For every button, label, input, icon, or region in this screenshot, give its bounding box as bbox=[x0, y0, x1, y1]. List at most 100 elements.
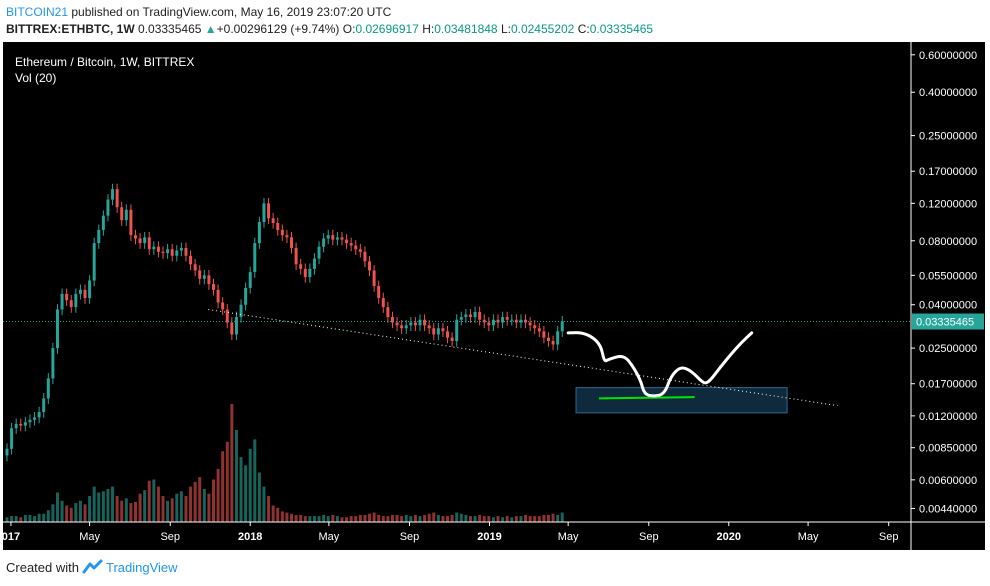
volume-bar bbox=[303, 516, 307, 522]
candle-body bbox=[432, 328, 436, 335]
candle-body bbox=[487, 322, 491, 326]
created-with-text: Created with bbox=[6, 560, 79, 575]
volume-bar bbox=[115, 496, 119, 522]
quote-line: BITTREX:ETHBTC, 1W 0.03335465 ▲+0.002961… bbox=[6, 22, 653, 36]
volume-bar bbox=[166, 500, 170, 522]
volume-bar bbox=[505, 516, 509, 522]
candle-body bbox=[207, 275, 211, 285]
candle-body bbox=[308, 268, 312, 278]
price-tick-label: 0.12000000 bbox=[919, 198, 977, 210]
low-label: L: bbox=[500, 22, 511, 36]
volume-bar bbox=[322, 514, 326, 522]
volume-bar bbox=[69, 507, 73, 522]
change-value: +0.00296129 (+9.74%) bbox=[216, 22, 340, 36]
volume-bar bbox=[294, 514, 298, 522]
candle-body bbox=[28, 419, 32, 423]
candle-body bbox=[331, 235, 335, 240]
annotations-back bbox=[575, 387, 788, 414]
volume-bar bbox=[491, 517, 495, 522]
time-tick-label: 2019 bbox=[477, 531, 501, 543]
volume-bar bbox=[55, 492, 59, 522]
candle-body bbox=[335, 237, 339, 240]
candle-body bbox=[345, 239, 349, 244]
candle-body bbox=[19, 423, 23, 426]
volume-bar bbox=[97, 492, 101, 522]
volume-bar bbox=[468, 516, 472, 522]
volume-bar bbox=[92, 486, 96, 522]
candles bbox=[5, 183, 564, 462]
volume-bar bbox=[152, 479, 156, 522]
candle-body bbox=[505, 317, 509, 320]
price-tick-label: 0.40000000 bbox=[919, 87, 977, 99]
candle-body bbox=[501, 317, 505, 323]
legend-volume: Vol (20) bbox=[15, 71, 56, 85]
candle-body bbox=[262, 203, 266, 223]
candle-body bbox=[78, 289, 82, 294]
time-tick-label: Sep bbox=[400, 531, 420, 543]
candle-body bbox=[473, 311, 477, 318]
low-value: 0.02455202 bbox=[510, 22, 575, 36]
candle-body bbox=[111, 189, 115, 200]
candle-body bbox=[423, 319, 427, 326]
chart-header: BITCOIN21 published on TradingView.com, … bbox=[0, 0, 990, 42]
volume-bar bbox=[363, 514, 367, 522]
tradingview-brand[interactable]: TradingView bbox=[106, 560, 178, 575]
volume-bar bbox=[33, 516, 37, 522]
candle-body bbox=[400, 325, 404, 329]
price-tick-label: 0.17000000 bbox=[919, 166, 977, 178]
candle-body bbox=[147, 237, 151, 250]
candle-body bbox=[491, 319, 495, 326]
volume-bar bbox=[345, 517, 349, 522]
candle-body bbox=[299, 264, 303, 269]
volume-bar bbox=[400, 516, 404, 522]
chart-area[interactable]: 0.60000000 0.40000000 0.25000000 0.17000000… bbox=[2, 42, 985, 550]
candle-body bbox=[510, 319, 514, 321]
candle-body bbox=[317, 246, 321, 259]
volume-bar bbox=[83, 504, 87, 522]
publisher-link[interactable]: BITCOIN21 bbox=[6, 5, 69, 19]
volume-bar bbox=[551, 513, 555, 522]
volume-bar bbox=[510, 517, 514, 522]
volume-bar bbox=[170, 498, 174, 522]
candle-body bbox=[184, 247, 188, 256]
volume-bar bbox=[230, 404, 234, 522]
volume-bar bbox=[390, 514, 394, 522]
candle-body bbox=[276, 222, 280, 230]
volume-bar bbox=[221, 451, 225, 522]
volume-bar bbox=[455, 512, 459, 522]
candle-body bbox=[120, 207, 124, 221]
volume-bar bbox=[23, 514, 27, 522]
candle-body bbox=[124, 209, 128, 221]
freehand-projection-path bbox=[566, 331, 754, 398]
volume-bar bbox=[432, 512, 436, 522]
candle-body bbox=[560, 321, 564, 332]
candle-body bbox=[193, 264, 197, 271]
price-tick-label: 0.00850000 bbox=[919, 443, 977, 455]
volume-bar bbox=[106, 488, 110, 522]
volume-bar bbox=[524, 514, 528, 522]
volume-bar bbox=[409, 516, 413, 522]
volume-bar bbox=[276, 507, 280, 522]
volume-bar bbox=[244, 465, 248, 522]
price-tick-label: 0.25000000 bbox=[919, 131, 977, 143]
candle-body bbox=[326, 235, 330, 239]
candle-body bbox=[386, 307, 390, 318]
candle-body bbox=[198, 270, 202, 279]
volume-bar bbox=[161, 496, 165, 522]
price-tick-label: 0.01700000 bbox=[919, 379, 977, 391]
candle-body bbox=[368, 261, 372, 271]
open-label: O: bbox=[342, 22, 356, 36]
axes: 0.60000000 0.40000000 0.25000000 0.17000000… bbox=[2, 42, 985, 550]
volume-bar bbox=[257, 472, 261, 522]
candle-body bbox=[519, 319, 523, 323]
volume-bar bbox=[138, 493, 142, 522]
candle-body bbox=[358, 249, 362, 252]
price-chart[interactable]: 0.60000000 0.40000000 0.25000000 0.17000000… bbox=[2, 42, 985, 550]
candle-body bbox=[216, 289, 220, 303]
volume-bar bbox=[120, 500, 124, 522]
last-price-tag-label: 0.03335465 bbox=[916, 317, 974, 329]
candle-body bbox=[83, 289, 87, 299]
footer: Created with TradingView bbox=[0, 552, 990, 586]
volume-bar bbox=[267, 496, 271, 522]
candle-body bbox=[455, 319, 459, 342]
